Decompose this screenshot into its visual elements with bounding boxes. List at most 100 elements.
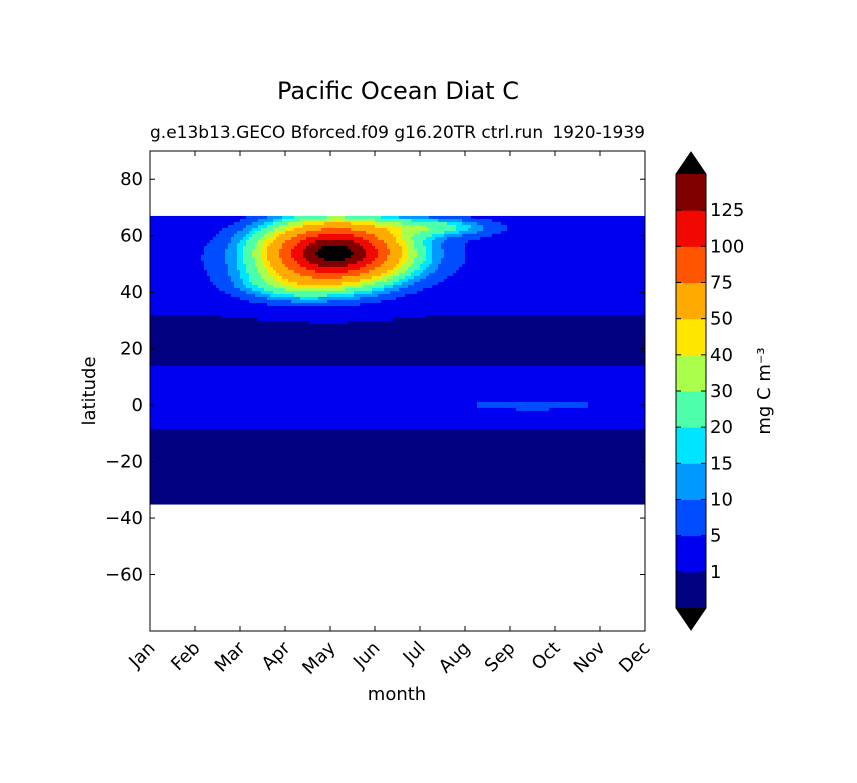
chart-subtitle-left: g.e13b13.GECO Bforced.f09 g16.20TR ctrl.… bbox=[150, 123, 543, 143]
contour-cell bbox=[150, 308, 645, 313]
contour-cell bbox=[246, 263, 256, 268]
contour-cell bbox=[150, 413, 645, 418]
colorbar-segment bbox=[676, 354, 706, 392]
colorbar-segment bbox=[676, 427, 706, 464]
contour-cell bbox=[150, 410, 645, 415]
contour-cell bbox=[432, 254, 445, 259]
contour-cell bbox=[150, 455, 645, 460]
contour-cell bbox=[405, 275, 415, 280]
contour-cell bbox=[249, 236, 262, 241]
contour-cell bbox=[246, 239, 259, 244]
contour-cell bbox=[150, 302, 268, 307]
contour-cell bbox=[360, 272, 382, 277]
contour-cell bbox=[414, 242, 424, 247]
contour-cell bbox=[150, 362, 645, 367]
contour-cell bbox=[414, 239, 424, 244]
contour-cell bbox=[273, 239, 286, 244]
contour-cell bbox=[441, 242, 466, 247]
contour-cell bbox=[150, 242, 208, 247]
contour-cell bbox=[363, 236, 379, 241]
contour-cell bbox=[150, 239, 211, 244]
contour-cell bbox=[228, 245, 238, 250]
contour-cell bbox=[150, 332, 645, 337]
contour-cell bbox=[393, 275, 406, 280]
contour-cell bbox=[435, 269, 457, 274]
contour-cell bbox=[258, 224, 268, 229]
contour-cell bbox=[270, 260, 283, 265]
contour-cell bbox=[150, 287, 220, 292]
contour-cell bbox=[150, 497, 645, 502]
contour-cell bbox=[267, 281, 283, 286]
contour-cell bbox=[291, 236, 307, 241]
chart-subtitle-right: 1920-1939 bbox=[552, 123, 645, 143]
contour-cell bbox=[351, 248, 367, 253]
contour-cell bbox=[270, 293, 295, 298]
contour-cell bbox=[345, 287, 373, 292]
contour-cell bbox=[300, 263, 319, 268]
contour-cell bbox=[402, 227, 430, 232]
contour-cell bbox=[462, 218, 493, 223]
contour-cell bbox=[204, 260, 226, 265]
y-axis: 80 60 40 20 0 −20 −40 −60 bbox=[105, 169, 645, 586]
contour-cell bbox=[237, 257, 244, 262]
contour-cell bbox=[249, 272, 262, 277]
contour-cell bbox=[444, 233, 463, 238]
contour-cell bbox=[150, 251, 205, 256]
contour-cell bbox=[426, 266, 439, 271]
contour-cell bbox=[225, 248, 238, 253]
contour-cell bbox=[279, 248, 292, 253]
contour-cell bbox=[405, 260, 415, 265]
contour-cell bbox=[465, 260, 645, 265]
y-tick-label: 80 bbox=[120, 169, 143, 190]
contour-cell bbox=[507, 224, 645, 229]
y-tick-label: 20 bbox=[120, 339, 143, 360]
colorbar-tick-label: 15 bbox=[710, 453, 733, 474]
contour-cell bbox=[441, 260, 466, 265]
contour-cell bbox=[273, 290, 355, 295]
contour-cell bbox=[303, 248, 319, 253]
contour-cell bbox=[288, 266, 307, 271]
contour-cell bbox=[204, 251, 226, 256]
contour-cell bbox=[426, 236, 436, 241]
contour-cell bbox=[324, 257, 346, 262]
contour-cell bbox=[150, 374, 645, 379]
contour-cell bbox=[402, 230, 421, 235]
contour-cell bbox=[390, 251, 403, 256]
contour-cell bbox=[324, 221, 352, 226]
contour-cell bbox=[240, 296, 268, 301]
contour-cell bbox=[444, 230, 460, 235]
x-tick-label: Jun bbox=[349, 638, 384, 673]
contour-cell bbox=[300, 296, 319, 301]
contour-cell bbox=[381, 275, 394, 280]
contour-cell bbox=[507, 227, 645, 232]
contour-cell bbox=[150, 473, 645, 478]
contour-cell bbox=[261, 257, 268, 262]
contour-cell bbox=[150, 218, 241, 223]
contour-cell bbox=[372, 290, 391, 295]
contour-cell bbox=[255, 257, 262, 262]
contour-cell bbox=[309, 320, 349, 325]
contour-cell bbox=[321, 227, 352, 232]
contour-cell bbox=[414, 245, 427, 250]
contour-cell bbox=[492, 233, 645, 238]
contour-cell bbox=[426, 251, 433, 256]
contour-cell bbox=[228, 269, 241, 274]
contour-cell bbox=[150, 227, 223, 232]
contour-cell bbox=[285, 287, 346, 292]
contour-cell bbox=[282, 245, 295, 250]
contour-cell bbox=[393, 266, 400, 271]
contour-cell bbox=[219, 230, 238, 235]
contour-cell bbox=[363, 257, 376, 262]
contour-cell bbox=[405, 269, 415, 274]
contour-cell bbox=[309, 260, 358, 265]
contour-cell bbox=[306, 266, 361, 271]
contour-cell bbox=[276, 236, 292, 241]
contour-cell bbox=[228, 242, 238, 247]
contour-cell bbox=[297, 260, 310, 265]
contour-cell bbox=[255, 263, 265, 268]
contour-cell bbox=[267, 266, 274, 271]
contour-cell bbox=[414, 257, 427, 262]
colorbar-tick-label: 125 bbox=[710, 200, 744, 221]
contour-cell bbox=[327, 299, 382, 304]
contour-cell bbox=[150, 383, 645, 388]
